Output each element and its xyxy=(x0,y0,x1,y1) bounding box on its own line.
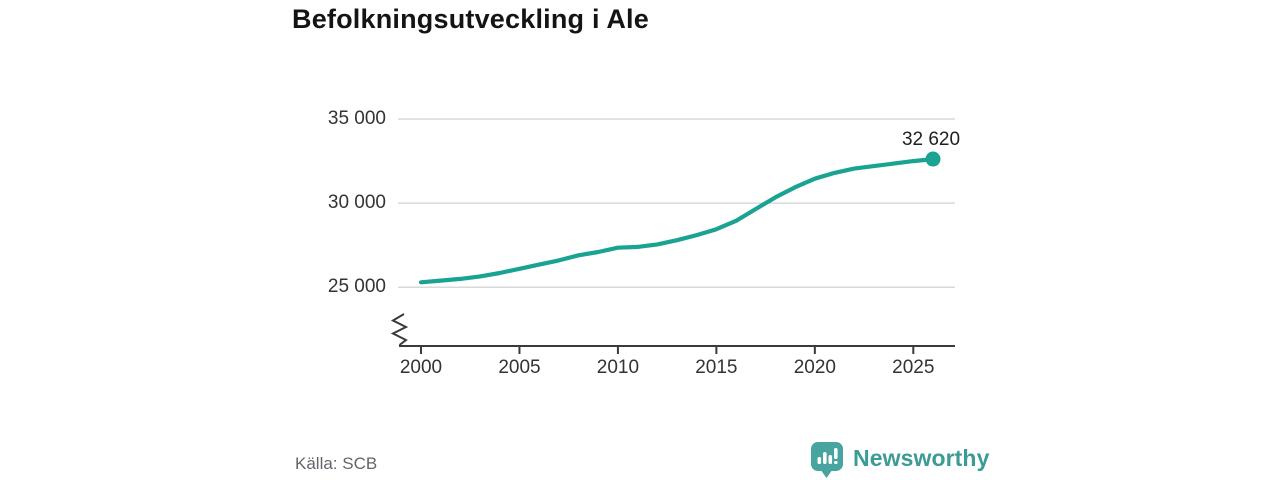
bar-chart-glyph xyxy=(817,448,838,464)
newsworthy-bubble-chart-icon xyxy=(811,442,843,478)
gridlines-group xyxy=(398,118,955,289)
speech-bubble-shape xyxy=(811,442,843,478)
data-line-group xyxy=(418,151,941,285)
x-tick-label: 2000 xyxy=(399,357,443,378)
axis-break-icon xyxy=(390,313,409,346)
page-title: Befolkningsutveckling i Ale xyxy=(292,4,649,34)
x-tick-label: 2015 xyxy=(695,357,738,378)
x-axis-group xyxy=(399,345,955,354)
newsworthy-logo: Newsworthy xyxy=(810,441,989,479)
x-tick-label: 2005 xyxy=(498,357,541,378)
x-tick-label: 2025 xyxy=(892,357,935,378)
last-value-label: 32 620 xyxy=(901,129,961,151)
y-tick-label: 25 000 xyxy=(327,276,386,298)
x-tick-label: 2010 xyxy=(596,357,640,378)
population-line-series xyxy=(418,157,936,285)
y-tick-label: 35 000 xyxy=(327,108,386,129)
last-point-marker xyxy=(925,151,941,167)
x-tick-label: 2020 xyxy=(793,357,836,378)
newsworthy-logo-text: Newsworthy xyxy=(853,445,990,471)
source-note: Källa: SCB xyxy=(295,454,378,473)
y-tick-label: 30 000 xyxy=(327,192,386,214)
